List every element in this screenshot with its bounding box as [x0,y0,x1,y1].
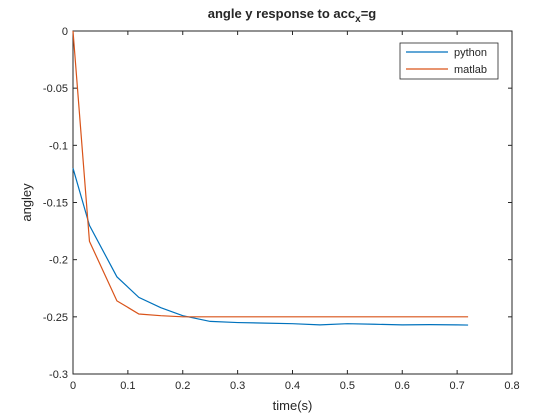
y-tick-label: -0.25 [43,312,68,324]
x-tick-label: 0.6 [395,380,410,392]
x-tick-label: 0.8 [504,380,519,392]
legend: python matlab [400,43,498,79]
legend-label-python: python [454,47,487,59]
x-tick-label: 0.7 [449,380,464,392]
chart-title-main: angle y response to acc [208,6,355,21]
x-tick-label: 0.1 [120,380,135,392]
x-tick-label: 0.2 [175,380,190,392]
y-tick-label: 0 [62,26,68,38]
chart-title: angle y response to accx=g [208,6,377,25]
x-tick-label: 0 [70,380,76,392]
x-axis-label: time(s) [273,398,313,413]
y-axis-label: angley [19,183,34,222]
x-tick-label: 0.4 [285,380,300,392]
chart-title-suffix: =g [361,6,377,21]
x-tick-label: 0.5 [340,380,355,392]
x-tick-label: 0.3 [230,380,245,392]
y-tick-label: -0.3 [49,369,68,381]
y-tick-label: -0.2 [49,255,68,267]
y-tick-label: -0.1 [49,140,68,152]
legend-label-matlab: matlab [454,64,487,76]
plot-area [73,31,512,374]
y-tick-label: -0.05 [43,83,68,95]
y-tick-label: -0.15 [43,198,68,210]
